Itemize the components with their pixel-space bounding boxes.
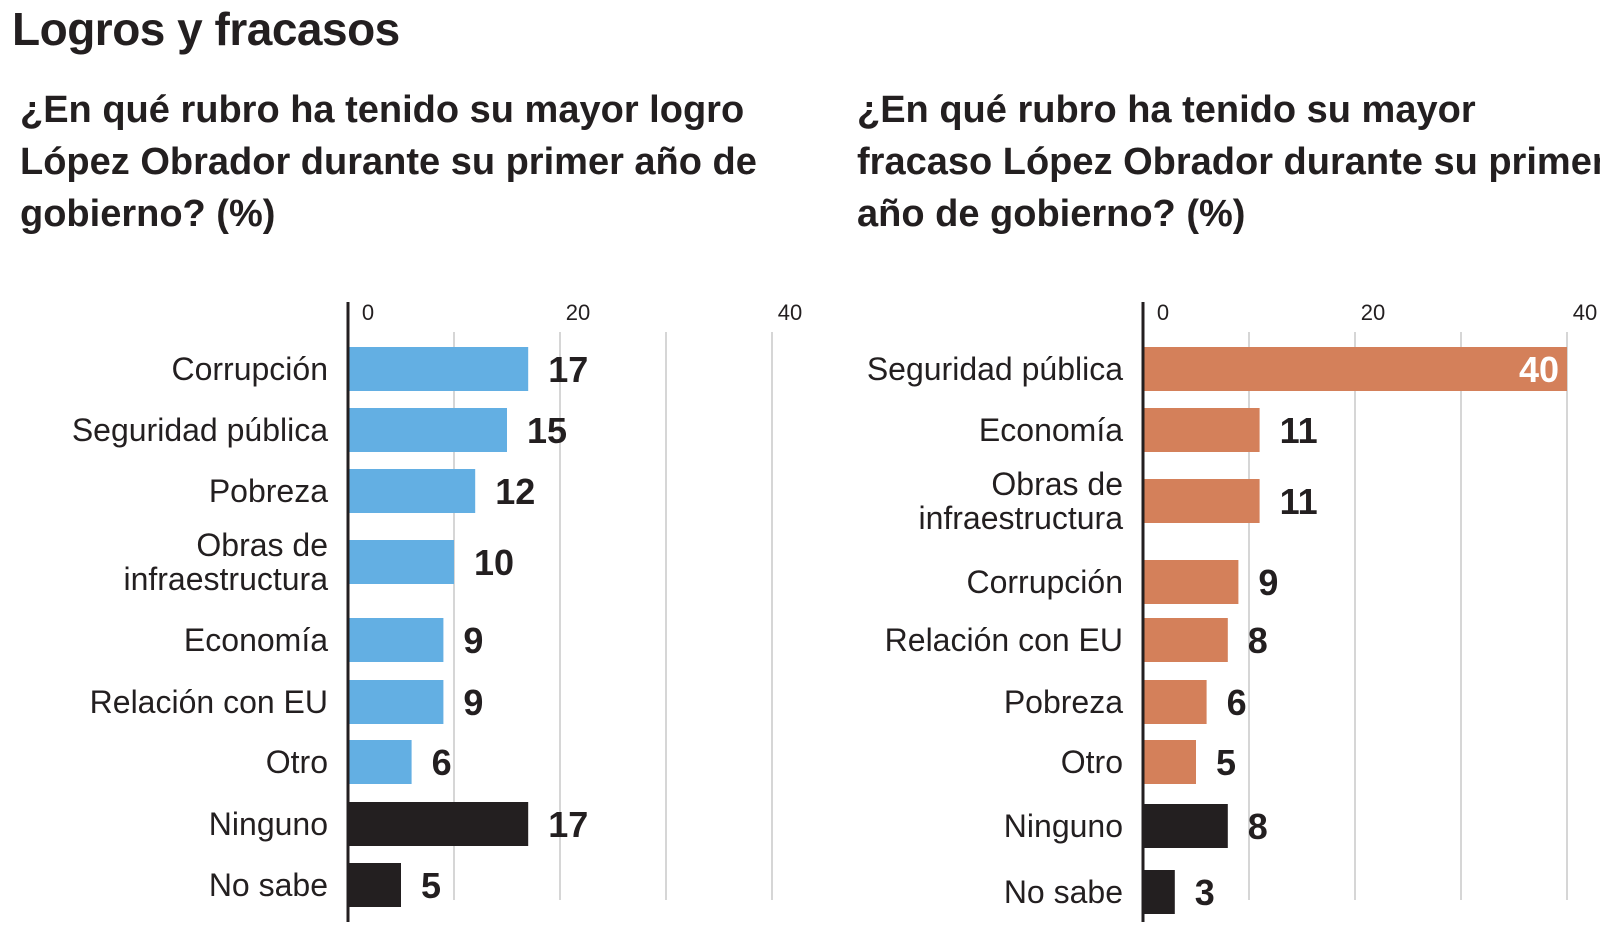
category-label: Seguridad pública: [72, 412, 328, 448]
data-label: 40: [1519, 349, 1559, 390]
category-label-line: Relación con EU: [885, 622, 1123, 658]
bar-fracaso: [1143, 618, 1228, 662]
data-label: 8: [1248, 620, 1268, 661]
bar-logro: [348, 408, 507, 452]
category-label-line: Pobreza: [1004, 684, 1123, 720]
data-label: 9: [463, 682, 483, 723]
category-label: Relación con EU: [90, 684, 328, 720]
category-label: Economía: [979, 412, 1123, 448]
x-tick-label: 40: [778, 300, 802, 325]
chart-title-fracaso: ¿En qué rubro ha tenido su mayor fracaso…: [857, 89, 1600, 235]
bar-logro: [348, 469, 476, 513]
data-label: 17: [548, 349, 588, 390]
category-label: Ninguno: [209, 806, 328, 842]
x-tick-label: 20: [566, 300, 590, 325]
data-label: 9: [463, 620, 483, 661]
data-label: 11: [1280, 410, 1318, 451]
bar-fracaso: [1143, 347, 1567, 391]
x-tick-label: 0: [362, 300, 374, 325]
category-label-line: Ninguno: [1004, 808, 1123, 844]
x-tick-label: 20: [1361, 300, 1385, 325]
category-label: Obras de infraestructura: [123, 527, 328, 597]
data-label: 5: [1216, 742, 1236, 783]
bar-fracaso: [1143, 804, 1228, 848]
category-label-line: Otro: [266, 744, 328, 780]
category-label-line: Pobreza: [209, 473, 328, 509]
bar-logro: [348, 347, 529, 391]
category-label-line: Corrupción: [966, 564, 1123, 600]
data-label: 6: [432, 742, 452, 783]
category-label-line: Obras de: [196, 527, 328, 563]
chart-title-logro: ¿En qué rubro ha tenido su mayor logro L…: [20, 89, 757, 235]
category-label: Otro: [1061, 744, 1123, 780]
data-label: 15: [527, 410, 567, 451]
category-label: Corrupción: [171, 351, 328, 387]
bar-logro: [348, 740, 412, 784]
data-label: 12: [495, 471, 535, 512]
category-label-line: Seguridad pública: [867, 351, 1123, 387]
category-label-line: Economía: [184, 622, 328, 658]
category-label: No sabe: [1004, 874, 1123, 910]
category-label-line: infraestructura: [918, 500, 1123, 536]
data-label: 5: [421, 865, 441, 906]
category-label-line: Relación con EU: [90, 684, 328, 720]
bar-logro: [348, 618, 444, 662]
category-label-line: infraestructura: [123, 561, 328, 597]
data-label: 3: [1195, 872, 1215, 913]
bar-logro: [348, 863, 401, 907]
data-label: 9: [1258, 562, 1278, 603]
data-label: 6: [1227, 682, 1247, 723]
category-label-line: Otro: [1061, 744, 1123, 780]
x-tick-label: 0: [1157, 300, 1169, 325]
category-label: Economía: [184, 622, 328, 658]
category-label-line: No sabe: [209, 867, 328, 903]
category-label: No sabe: [209, 867, 328, 903]
category-label: Corrupción: [966, 564, 1123, 600]
bar-fracaso: [1143, 870, 1175, 914]
bar-logro: [348, 802, 529, 846]
page-title: Logros y fracasos: [12, 3, 400, 55]
category-label-line: Seguridad pública: [72, 412, 328, 448]
data-label: 10: [474, 542, 514, 583]
category-label-line: No sabe: [1004, 874, 1123, 910]
category-label: Pobreza: [1004, 684, 1123, 720]
bar-fracaso: [1143, 479, 1260, 523]
bar-fracaso: [1143, 740, 1196, 784]
data-label: 17: [548, 804, 588, 845]
category-label: Seguridad pública: [867, 351, 1123, 387]
bar-logro: [348, 680, 444, 724]
category-label-line: Obras de: [991, 466, 1123, 502]
category-label: Otro: [266, 744, 328, 780]
category-label: Relación con EU: [885, 622, 1123, 658]
bar-fracaso: [1143, 680, 1207, 724]
bar-fracaso: [1143, 560, 1239, 604]
category-label: Pobreza: [209, 473, 328, 509]
category-label: Ninguno: [1004, 808, 1123, 844]
x-tick-label: 40: [1573, 300, 1597, 325]
bar-fracaso: [1143, 408, 1260, 452]
bar-logro: [348, 540, 454, 584]
category-label: Obras de infraestructura: [918, 466, 1123, 536]
data-label: 8: [1248, 806, 1268, 847]
data-label: 11: [1280, 481, 1318, 522]
category-label-line: Corrupción: [171, 351, 328, 387]
category-label-line: Ninguno: [209, 806, 328, 842]
category-label-line: Economía: [979, 412, 1123, 448]
